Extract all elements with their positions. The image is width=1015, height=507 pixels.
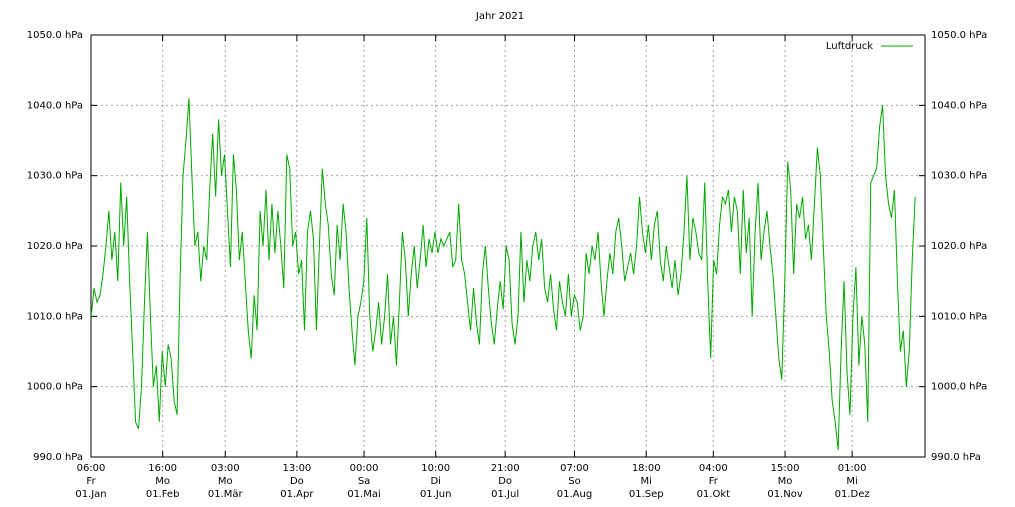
- x-tick-label: 04:00: [699, 463, 728, 474]
- y2-tick-label: 1000.0 hPa: [931, 382, 987, 393]
- x-tick-label: 01.Feb: [146, 489, 180, 500]
- y-tick-label: 1010.0 hPa: [27, 311, 83, 322]
- y2-tick-label: 1020.0 hPa: [931, 241, 987, 252]
- y2-tick-label: 1030.0 hPa: [931, 171, 987, 182]
- x-tick-label: Mi: [846, 476, 857, 487]
- x-tick-label: 01.Jan: [75, 489, 106, 500]
- x-tick-label: Mo: [778, 476, 793, 487]
- x-tick-label: 18:00: [632, 463, 661, 474]
- x-tick-label: 01.Aug: [557, 489, 592, 500]
- x-tick-label: 01.Sep: [629, 489, 664, 500]
- x-tick-label: 01.Apr: [280, 489, 314, 500]
- y-tick-label: 1050.0 hPa: [27, 30, 83, 41]
- y-tick-label: 1030.0 hPa: [27, 171, 83, 182]
- y2-tick-label: 1050.0 hPa: [931, 30, 987, 41]
- x-tick-label: Do: [290, 476, 304, 487]
- plot-frame: [90, 34, 926, 458]
- x-tick-label: 07:00: [560, 463, 589, 474]
- x-tick-label: 13:00: [282, 463, 311, 474]
- x-tick-label: 01.Okt: [697, 489, 731, 500]
- x-tick-label: Do: [498, 476, 512, 487]
- x-tick-label: Mo: [218, 476, 233, 487]
- y2-tick-label: 1010.0 hPa: [931, 311, 987, 322]
- y-tick-label: 990.0 hPa: [33, 452, 83, 463]
- x-tick-label: 01.Jun: [420, 489, 452, 500]
- x-tick-label: 01.Nov: [767, 489, 803, 500]
- x-tick-label: 21:00: [491, 463, 520, 474]
- legend-label: Luftdruck: [826, 41, 873, 52]
- x-tick-label: Fr: [86, 476, 96, 487]
- y-tick-label: 1040.0 hPa: [27, 100, 83, 111]
- x-tick-label: 01.Mär: [208, 489, 244, 500]
- x-tick-label: 10:00: [421, 463, 450, 474]
- y2-tick-label: 1040.0 hPa: [931, 100, 987, 111]
- x-tick-label: 00:00: [350, 463, 379, 474]
- x-tick-label: Mi: [641, 476, 652, 487]
- y-tick-label: 1020.0 hPa: [27, 241, 83, 252]
- x-tick-label: 01.Jul: [491, 489, 519, 500]
- x-tick-label: 01.Dez: [835, 489, 870, 500]
- x-tick-label: 16:00: [148, 463, 177, 474]
- chart-title: Jahr 2021: [475, 11, 524, 22]
- x-tick-label: 06:00: [77, 463, 106, 474]
- x-tick-label: 01:00: [838, 463, 867, 474]
- x-tick-label: 03:00: [211, 463, 240, 474]
- y-tick-label: 1000.0 hPa: [27, 382, 83, 393]
- x-tick-label: 15:00: [771, 463, 800, 474]
- x-tick-label: Sa: [358, 476, 370, 487]
- x-tick-label: 01.Mai: [347, 489, 380, 500]
- x-tick-label: So: [568, 476, 580, 487]
- x-tick-label: Di: [430, 476, 440, 487]
- data-line: [90, 98, 916, 451]
- x-tick-label: Fr: [709, 476, 719, 487]
- x-tick-label: Mo: [155, 476, 170, 487]
- y2-tick-label: 990.0 hPa: [931, 452, 981, 463]
